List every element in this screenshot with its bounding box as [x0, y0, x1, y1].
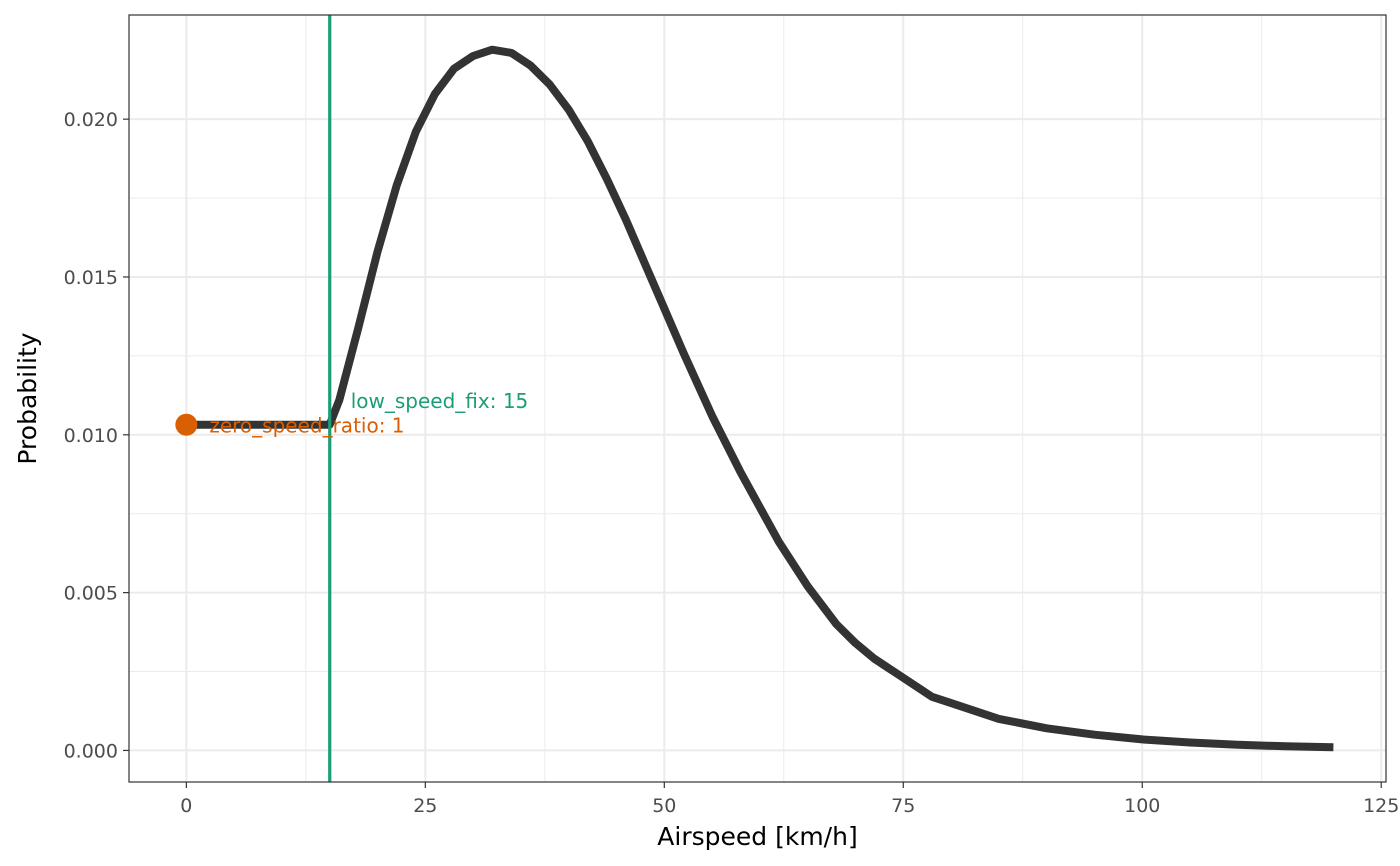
x-tick-label: 25 — [413, 795, 437, 817]
major-gridlines — [129, 15, 1386, 782]
x-tick-label: 0 — [180, 795, 192, 817]
y-tick-label: 0.020 — [64, 109, 118, 131]
plot-border — [128, 14, 1387, 783]
x-tick-label: 100 — [1124, 795, 1160, 817]
density-curve — [186, 45, 1334, 752]
plot-panel — [129, 15, 1386, 782]
x-tick-label: 75 — [891, 795, 915, 817]
y-tick-label: 0.000 — [64, 740, 118, 762]
y-axis-title: Probability — [13, 332, 42, 464]
x-tick-label: 50 — [652, 795, 676, 817]
zero-speed-ratio-label: zero_speed_ratio: 1 — [209, 414, 404, 438]
x-tick-label: 125 — [1363, 795, 1399, 817]
low-speed-fix-label: low_speed_fix: 15 — [351, 389, 529, 413]
x-axis-title: Airspeed [km/h] — [657, 822, 857, 851]
zero-speed-point — [175, 413, 198, 436]
y-axis: 0.000 0.005 0.010 0.015 0.020 — [64, 109, 129, 762]
series-layer — [186, 45, 1334, 752]
y-tick-label: 0.010 — [64, 425, 118, 447]
y-tick-label: 0.015 — [64, 267, 118, 289]
y-tick-label: 0.005 — [64, 583, 118, 605]
minor-gridlines — [129, 15, 1386, 782]
x-axis: 0 25 50 75 100 125 — [180, 782, 1399, 817]
